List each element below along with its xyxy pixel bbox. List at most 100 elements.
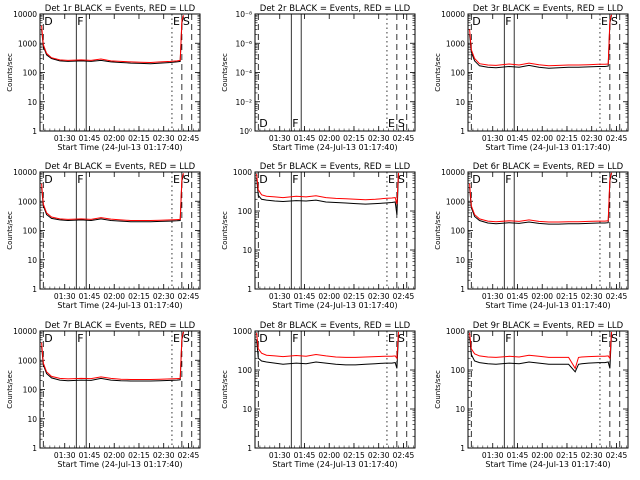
marker-label-D: D — [44, 173, 52, 186]
y-axis-label: Counts/sec — [6, 53, 14, 92]
marker-label-E: E — [388, 117, 395, 130]
y-tick-label: 100 — [451, 366, 466, 375]
x-tick-label: 02:30 — [581, 134, 603, 143]
x-tick-label: 02:15 — [343, 292, 365, 301]
y-tick-label: 100 — [451, 69, 466, 78]
x-tick-label: 01:45 — [79, 451, 101, 460]
x-tick-label: 02:00 — [103, 134, 125, 143]
plot-frame — [467, 13, 629, 132]
y-tick-label: 10⁻⁸ — [235, 10, 252, 19]
y-tick-label: 10 — [27, 415, 37, 424]
x-axis-label: Start Time (24-Jul-13 01:17:40) — [57, 301, 182, 310]
series-line-events — [469, 15, 612, 69]
y-tick-label: 1000 — [446, 327, 465, 336]
plot-frame — [467, 171, 629, 290]
panel-title: Det 4r BLACK = Events, RED = LLD — [45, 162, 196, 172]
x-tick-label: 02:30 — [153, 134, 175, 143]
marker-label-E: E — [601, 15, 608, 28]
marker-label-E: E — [388, 332, 395, 345]
plot-frame — [39, 13, 201, 132]
panel-det-7: Det 7r BLACK = Events, RED = LLD 1 10 100 10… — [6, 321, 201, 469]
series-line-events — [256, 173, 399, 215]
x-tick-label: 01:30 — [269, 292, 291, 301]
y-tick-label: 1 — [32, 444, 37, 453]
x-tick-label: 02:15 — [556, 451, 578, 460]
x-axis-label: Start Time (24-Jul-13 01:17:40) — [485, 460, 610, 469]
series-line-lld — [469, 14, 612, 67]
marker-label-E: E — [601, 173, 608, 186]
series-line-events — [41, 332, 184, 382]
marker-label-D: D — [472, 332, 480, 345]
series-line-events — [41, 174, 184, 223]
marker-label-E: E — [173, 332, 180, 345]
x-axis-label: Start Time (24-Jul-13 01:17:40) — [272, 301, 397, 310]
y-tick-label: 1000 — [233, 168, 252, 177]
x-tick-label: 02:45 — [606, 292, 628, 301]
x-tick-label: 02:15 — [556, 134, 578, 143]
x-tick-label: 01:30 — [482, 451, 504, 460]
x-tick-label: 01:30 — [54, 134, 76, 143]
panel-title: Det 1r BLACK = Events, RED = LLD — [45, 4, 196, 14]
x-tick-label: 01:30 — [54, 292, 76, 301]
y-axis-label: Counts/sec — [221, 211, 229, 250]
y-tick-label: 10000 — [441, 10, 465, 19]
plot-frame — [254, 13, 416, 132]
plot-frame — [254, 171, 416, 290]
y-tick-label: 1000 — [446, 197, 465, 206]
x-tick-label: 02:45 — [606, 451, 628, 460]
y-tick-label: 10⁻⁶ — [235, 39, 252, 48]
x-axis-label: Start Time (24-Jul-13 01:17:40) — [485, 143, 610, 152]
y-tick-label: 1 — [460, 127, 465, 136]
y-axis-label: Counts/sec — [434, 211, 442, 250]
marker-label-F: F — [505, 173, 511, 186]
marker-label-S: S — [611, 15, 618, 28]
y-tick-label: 10 — [242, 405, 252, 414]
panel-title: Det 8r BLACK = Events, RED = LLD — [260, 321, 411, 331]
x-tick-label: 02:45 — [606, 134, 628, 143]
marker-label-S: S — [183, 332, 190, 345]
y-axis-label: Counts/sec — [221, 370, 229, 409]
x-tick-label: 02:30 — [368, 134, 390, 143]
x-axis-label: Start Time (24-Jul-13 01:17:40) — [272, 143, 397, 152]
panel-det-3: Det 3r BLACK = Events, RED = LLD 1 10 100 10… — [434, 4, 629, 152]
series-line-lld — [41, 331, 184, 380]
y-tick-label: 10000 — [441, 168, 465, 177]
y-axis-label: Counts/sec — [434, 53, 442, 92]
y-tick-label: 100 — [23, 227, 38, 236]
x-axis-label: Start Time (24-Jul-13 01:17:40) — [57, 460, 182, 469]
x-tick-label: 02:00 — [103, 292, 125, 301]
y-tick-label: 10⁻⁴ — [235, 69, 252, 78]
panel-title: Det 3r BLACK = Events, RED = LLD — [473, 4, 624, 14]
x-tick-label: 02:00 — [103, 451, 125, 460]
y-tick-label: 1000 — [18, 197, 37, 206]
x-tick-label: 02:15 — [128, 134, 150, 143]
panel-title: Det 2r BLACK = Events, RED = LLD — [260, 4, 411, 14]
x-tick-label: 01:45 — [507, 292, 529, 301]
x-tick-label: 01:45 — [79, 134, 101, 143]
y-tick-label: 10 — [455, 98, 465, 107]
x-tick-label: 02:30 — [368, 451, 390, 460]
y-tick-label: 10000 — [13, 168, 37, 177]
plot-frame — [254, 330, 416, 449]
y-tick-label: 10⁻² — [235, 98, 252, 107]
series-line-events — [469, 173, 612, 225]
marker-label-D: D — [259, 332, 267, 345]
y-tick-label: 100 — [451, 227, 466, 236]
panel-title: Det 9r BLACK = Events, RED = LLD — [473, 321, 624, 331]
x-tick-label: 02:00 — [531, 451, 553, 460]
marker-label-D: D — [259, 117, 267, 130]
y-tick-label: 10 — [27, 256, 37, 265]
x-tick-label: 01:30 — [482, 292, 504, 301]
x-axis-label: Start Time (24-Jul-13 01:17:40) — [272, 460, 397, 469]
y-tick-label: 1 — [460, 444, 465, 453]
series-line-lld — [469, 331, 612, 370]
y-tick-label: 10 — [242, 246, 252, 255]
marker-label-D: D — [44, 15, 52, 28]
plot-frame — [39, 330, 201, 449]
marker-label-F: F — [505, 332, 511, 345]
marker-label-D: D — [472, 173, 480, 186]
plot-frame — [39, 171, 201, 290]
x-tick-label: 02:00 — [318, 451, 340, 460]
marker-label-E: E — [173, 173, 180, 186]
panel-title: Det 6r BLACK = Events, RED = LLD — [473, 162, 624, 172]
